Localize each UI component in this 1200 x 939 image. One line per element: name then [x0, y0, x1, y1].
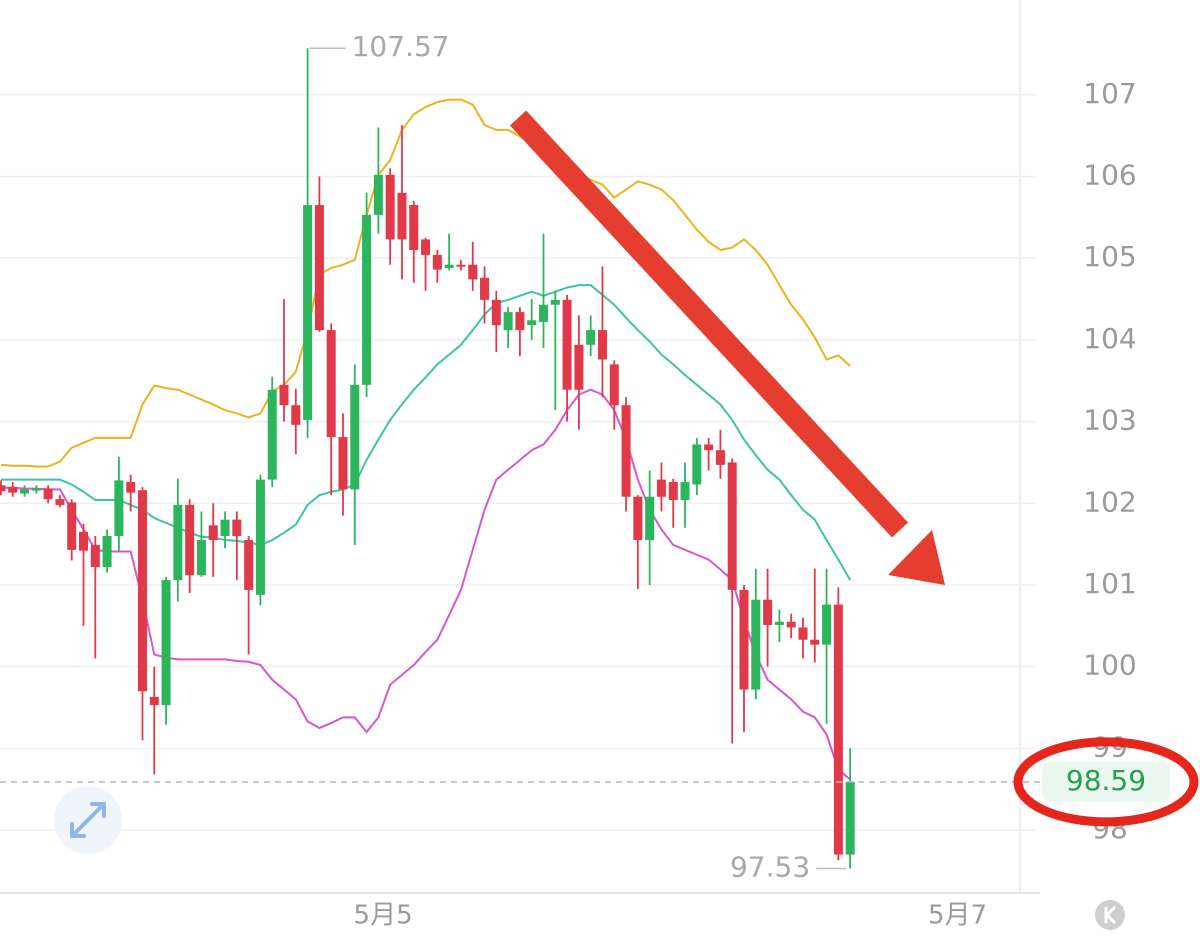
candle-body — [574, 344, 584, 390]
highlight-circle — [1013, 737, 1199, 827]
candle-body — [810, 639, 820, 645]
candle-body — [161, 580, 171, 706]
candle-body — [444, 264, 454, 268]
candle-body — [149, 696, 159, 706]
candle-body — [409, 205, 419, 251]
candle-body — [432, 254, 442, 270]
band-line — [0, 98, 851, 468]
candle-body — [763, 599, 773, 626]
plot — [0, 48, 855, 869]
y-tick-label: 105 — [1083, 240, 1136, 273]
grid — [0, 94, 1035, 831]
candle-body — [586, 330, 596, 345]
candle-body — [0, 485, 6, 492]
y-tick-label: 107 — [1083, 77, 1136, 110]
candle-body — [609, 364, 619, 406]
trend-arrow-head — [888, 530, 945, 585]
candle-body — [291, 405, 301, 425]
candle-body — [185, 504, 195, 576]
candle-body — [208, 525, 218, 541]
candle-body — [126, 482, 136, 493]
candle-body — [822, 604, 832, 645]
candle-body — [798, 627, 808, 640]
candle-body — [137, 490, 147, 692]
expand-button[interactable] — [54, 786, 122, 854]
candle-body — [480, 277, 490, 300]
candle-body — [727, 462, 737, 590]
candle-body — [90, 544, 100, 568]
candle-body — [385, 174, 395, 240]
candle-body — [833, 604, 843, 855]
candle-body — [338, 437, 348, 490]
y-tick-label: 103 — [1083, 404, 1136, 437]
candle-body — [468, 264, 478, 280]
candle-body — [538, 304, 548, 322]
last-price-tag — [1042, 761, 1170, 802]
candle-body — [656, 479, 666, 497]
candle-body — [350, 384, 360, 490]
candle-body — [751, 599, 761, 690]
trend-arrow — [509, 110, 909, 538]
candle-body — [220, 519, 230, 536]
candle-body — [196, 540, 206, 576]
candle-body — [20, 489, 30, 494]
candle-body — [786, 621, 796, 628]
candle-body — [43, 488, 53, 500]
candle-body — [845, 781, 855, 855]
candle-body — [491, 299, 501, 326]
y-tick-label: 102 — [1083, 485, 1136, 518]
candle-body — [326, 330, 336, 438]
candle-body — [102, 535, 112, 568]
candle-body — [668, 482, 678, 501]
candle-body — [279, 384, 289, 406]
candle-body — [362, 214, 372, 385]
candle-body — [680, 482, 690, 501]
low-label: 97.53 — [730, 850, 810, 883]
candle-body — [8, 486, 18, 493]
k-button[interactable] — [1095, 900, 1125, 930]
candle-body — [633, 496, 643, 541]
candle-body — [692, 444, 702, 485]
high-label: 107.57 — [352, 30, 450, 63]
candle-body — [621, 405, 631, 497]
x-tick-label: 5月5 — [354, 901, 413, 931]
candle-body — [597, 330, 607, 360]
y-tick-label: 106 — [1083, 158, 1136, 191]
y-tick-label: 104 — [1083, 322, 1136, 355]
x-tick-label: 5月7 — [928, 901, 987, 931]
candle-body — [31, 488, 41, 491]
y-tick-label: 101 — [1083, 567, 1136, 600]
candle-body — [739, 589, 749, 690]
candle-body — [515, 312, 525, 331]
candle-body — [527, 320, 537, 326]
last-price-label: 98.59 — [1066, 764, 1146, 797]
candle-body — [456, 264, 466, 267]
candle-body — [314, 205, 324, 331]
candle-body — [114, 480, 124, 536]
candle-body — [255, 479, 265, 595]
candle-body — [267, 389, 277, 480]
candle-body — [562, 299, 572, 390]
candle-body — [774, 621, 784, 626]
candle-body — [232, 519, 242, 536]
candle-body — [704, 444, 714, 451]
candle-body — [373, 174, 383, 215]
candle-body — [303, 205, 313, 420]
y-tick-label: 100 — [1083, 649, 1136, 682]
candle-body — [79, 531, 89, 551]
candle-body — [550, 299, 560, 305]
candle-body — [173, 504, 183, 581]
candle-body — [421, 239, 431, 255]
candle-body — [244, 540, 254, 590]
candle-body — [503, 312, 513, 331]
candle-body — [645, 496, 655, 541]
candle-body — [55, 499, 65, 505]
candle-body — [67, 502, 77, 550]
candle-body — [397, 192, 407, 240]
candle-body — [715, 450, 725, 465]
